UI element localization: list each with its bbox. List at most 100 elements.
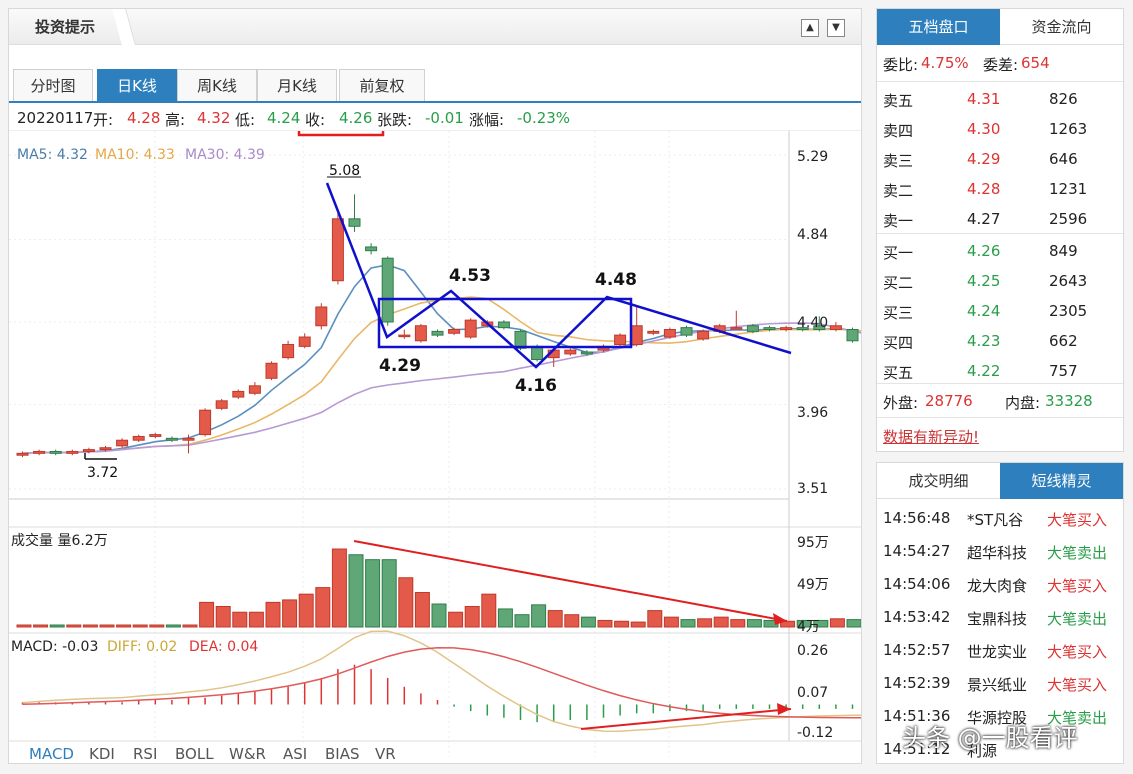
ind-tab-asi[interactable]: ASI [283,745,307,759]
data-alert-link[interactable]: 数据有新异动! [883,428,980,446]
ind-tab-boll[interactable]: BOLL [175,745,214,759]
trade-action: 大笔买入 [1047,577,1108,595]
annot-4-48: 4.48 [595,270,637,290]
vol-tick-3: 4万 [797,619,820,635]
ind-tab-rsi[interactable]: RSI [133,745,157,759]
tab-five-level[interactable]: 五档盘口 [877,9,1000,45]
trade-row[interactable]: 14:56:48 *ST凡谷 大笔买入 [877,503,1123,536]
title-notch [112,9,136,45]
volume-bar [398,577,414,628]
volume-bar [597,619,613,628]
candle-body [82,449,95,452]
volume-bar [663,616,679,628]
candle-body [514,330,527,349]
collapse-up-icon[interactable]: ▲ [801,19,819,37]
annot-4-29: 4.29 [379,356,421,376]
ind-tab-wr[interactable]: W&R [229,745,266,759]
trade-stock: 景兴纸业 [967,676,1028,694]
price-tick-2: 4.84 [797,227,828,243]
tab-weekly-k[interactable]: 周K线 [177,69,257,101]
tab-monthly-k[interactable]: 月K线 [257,69,337,101]
tab-short-elf[interactable]: 短线精灵 [1000,463,1123,499]
volume-bar [16,624,32,628]
trade-row[interactable]: 14:54:27 超华科技 大笔卖出 [877,536,1123,569]
watermark: 头条 @一股看评 [902,724,1078,752]
outer-inner-row: 外盘: 28776 内盘: 33328 [877,387,1123,417]
tab-forward-adjust[interactable]: 前复权 [339,69,425,101]
trade-row[interactable]: 14:51:36 华源控股 大笔卖出 [877,701,1123,734]
ind-tab-kdj[interactable]: KDJ [89,745,115,759]
tab-fund-flow[interactable]: 资金流向 [1000,9,1123,45]
trade-action: 大笔卖出 [1047,709,1108,727]
price-tick-4: 3.96 [797,405,828,421]
trade-row[interactable]: 14:52:39 景兴纸业 大笔买入 [877,668,1123,701]
ma30-line [22,322,861,455]
kline-chart[interactable]: MA5: 4.32 MA10: 4.33 MA30: 4.39 5.29 4.8… [9,131,861,759]
sell-level-price: 4.31 [967,90,1001,108]
ind-tab-vr[interactable]: VR [375,745,396,759]
candle-body [298,336,311,347]
trade-row[interactable]: 14:53:42 宝鼎科技 大笔卖出 [877,602,1123,635]
candle-body [813,325,826,331]
annot-3-72: 3.72 [87,465,118,481]
candle-body [829,325,842,331]
sell-level-3: 卖三 4.29 646 [877,145,1123,175]
weicha-value: 654 [1021,54,1050,72]
outer-value: 28776 [925,392,973,410]
sell-level-volume: 646 [1049,150,1078,168]
tab-timeshare[interactable]: 分时图 [13,69,93,101]
sell-level-label: 卖二 [883,182,914,200]
sell-level-volume: 2596 [1049,210,1088,228]
trade-action: 大笔买入 [1047,676,1108,694]
trade-row[interactable]: 14:51:12 利源 [877,734,1123,763]
candle-body [448,329,461,334]
volume-bar [381,559,397,628]
volume-bar [331,548,347,628]
info-close-label: 收: [305,111,326,129]
tab-trade-detail[interactable]: 成交明细 [877,463,1000,499]
outer-label: 外盘: [883,394,919,412]
sell-level-price: 4.27 [967,210,1001,228]
volume-bar [514,614,530,628]
trade-time: 14:51:12 [883,740,951,758]
candle-body [531,345,544,361]
ind-tab-bias[interactable]: BIAS [325,745,360,759]
candle-body [99,447,112,451]
ma-lines [22,264,861,455]
volume-bar [298,593,314,628]
info-open-label: 开: [93,111,114,129]
expand-down-icon[interactable]: ▼ [827,19,845,37]
sell-level-1: 卖五 4.31 826 [877,85,1123,115]
candle-body [663,329,676,338]
info-high: 4.32 [197,109,231,127]
vol-tick-2: 49万 [797,577,829,593]
candle-body [331,218,344,282]
volume-bar [780,620,796,628]
volume-bar [116,624,132,628]
volume-bar [265,601,281,628]
volume-bar [647,610,663,628]
buy-level-volume: 662 [1049,332,1078,350]
trade-stock: 世龙实业 [967,643,1028,661]
tab-daily-k[interactable]: 日K线 [97,69,177,101]
info-high-label: 高: [165,111,186,129]
ind-tab-macd[interactable]: MACD [29,745,74,759]
sell-level-volume: 1263 [1049,120,1088,138]
trade-row[interactable]: 14:52:57 世龙实业 大笔买入 [877,635,1123,668]
annotation-overlays [84,131,792,730]
candle-body [248,385,261,394]
volume-bar [481,593,497,628]
candle-body [149,434,162,437]
candle-body [381,257,394,323]
buy-level-price: 4.23 [967,332,1001,350]
ma5-line [22,264,861,455]
info-low: 4.24 [267,109,301,127]
buy-level-volume: 2305 [1049,302,1088,320]
info-open: 4.28 [127,109,161,127]
trade-row[interactable]: 14:54:06 龙大肉食 大笔买入 [877,569,1123,602]
buy-level-volume: 849 [1049,242,1078,260]
annot-4-16: 4.16 [515,376,557,396]
volume-bar [448,611,464,628]
candle-body [796,327,809,331]
sell-level-label: 卖四 [883,122,914,140]
